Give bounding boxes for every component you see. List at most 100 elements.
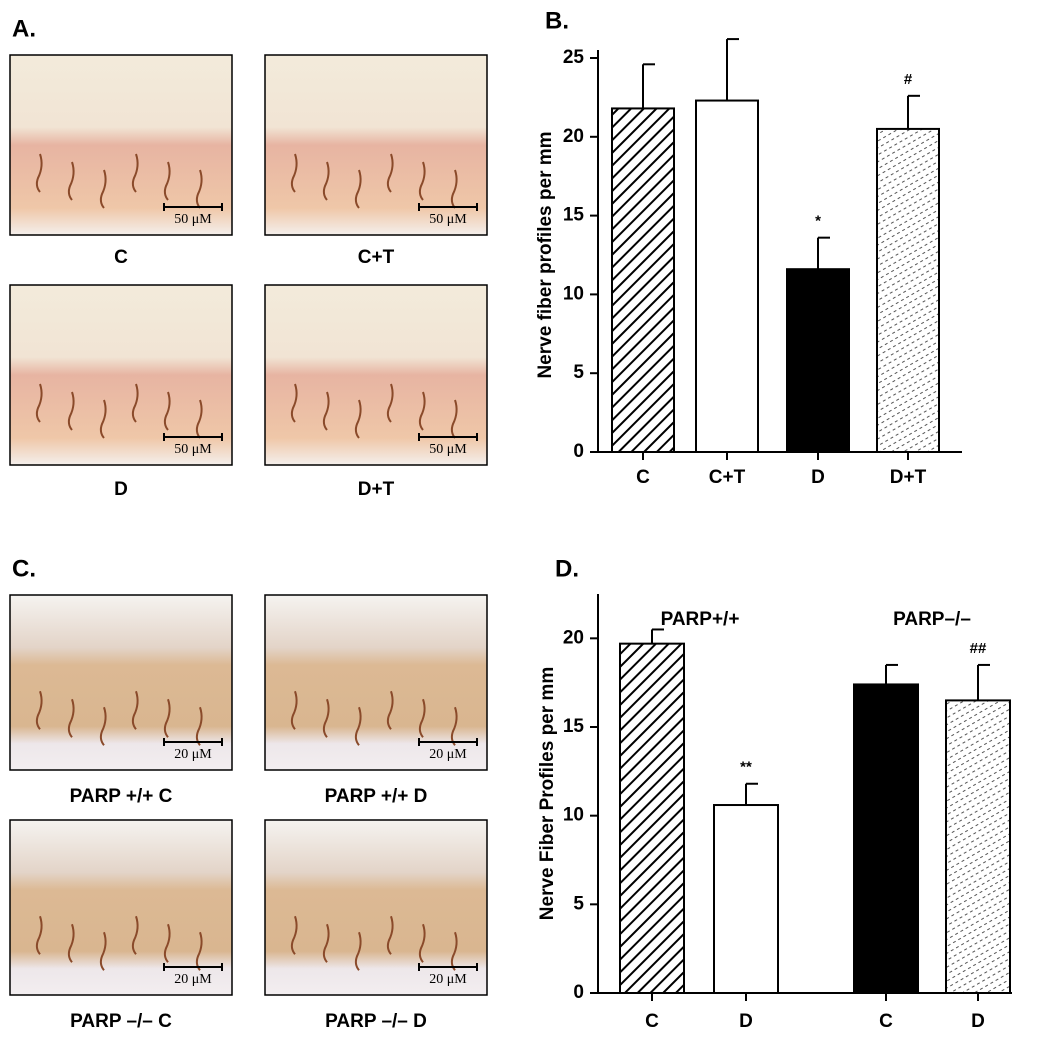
- nerve-fiber: [290, 915, 298, 955]
- x-tick-label: D: [739, 1011, 753, 1032]
- nerve-fiber: [290, 690, 298, 730]
- nerve-fiber: [67, 698, 75, 738]
- x-tick-label: C: [879, 1011, 893, 1032]
- x-tick-label: D: [971, 1011, 985, 1032]
- nerve-fiber: [354, 169, 362, 209]
- nerve-fiber: [418, 391, 426, 431]
- nerve-fiber: [322, 161, 330, 201]
- y-tick-label: 15: [563, 716, 585, 737]
- nerve-fiber: [131, 153, 139, 193]
- image-caption: PARP –/– C: [70, 1011, 172, 1032]
- nerve-fiber: [67, 923, 75, 963]
- nerve-fiber: [99, 169, 107, 209]
- nerve-fiber: [322, 923, 330, 963]
- nerve-fiber: [418, 698, 426, 738]
- scale-bar-label: 20 μM: [429, 747, 467, 762]
- bar: [619, 642, 685, 994]
- significance-mark: ##: [970, 640, 987, 657]
- bar: [611, 107, 675, 453]
- y-tick-label: 10: [563, 805, 584, 826]
- group-label: PARP+/+: [661, 609, 740, 630]
- bar: [786, 268, 850, 453]
- scale-bar-label: 20 μM: [174, 972, 212, 987]
- bar: [713, 804, 779, 994]
- image-caption: PARP +/+ C: [70, 786, 173, 807]
- nerve-fiber: [386, 690, 394, 730]
- x-tick-label: D+T: [890, 467, 927, 488]
- nerve-fiber: [131, 690, 139, 730]
- y-tick-label: 20: [563, 627, 584, 648]
- y-tick-label: 15: [563, 205, 585, 226]
- image-caption: C+T: [358, 247, 395, 268]
- nerve-fiber: [418, 923, 426, 963]
- nerve-fiber: [163, 923, 171, 963]
- nerve-fiber: [67, 391, 75, 431]
- nerve-fiber: [131, 915, 139, 955]
- y-axis-label: Nerve fiber profiles per mm: [535, 131, 556, 378]
- image-caption: PARP –/– D: [325, 1011, 427, 1032]
- nerve-fiber: [322, 698, 330, 738]
- y-tick-label: 0: [573, 982, 584, 1003]
- micrograph: [264, 284, 488, 466]
- bar: [945, 699, 1011, 995]
- image-caption: D: [114, 479, 128, 500]
- y-tick-label: 0: [573, 441, 584, 462]
- nerve-fiber: [163, 161, 171, 201]
- bar: [876, 127, 940, 453]
- nerve-fiber: [35, 383, 43, 423]
- nerve-fiber: [290, 383, 298, 423]
- y-tick-label: 5: [573, 893, 584, 914]
- panel-label: B.: [545, 7, 569, 34]
- micrograph: [264, 54, 488, 236]
- nerve-fiber: [450, 169, 458, 209]
- nerve-fiber: [131, 383, 139, 423]
- image-caption: PARP +/+ D: [325, 786, 428, 807]
- nerve-fiber: [322, 391, 330, 431]
- nerve-fiber: [195, 169, 203, 209]
- micrograph: [264, 819, 488, 996]
- nerve-fiber: [450, 399, 458, 439]
- scale-bar-label: 20 μM: [429, 972, 467, 987]
- significance-mark: #: [904, 71, 913, 88]
- y-tick-label: 25: [563, 47, 585, 68]
- image-caption: C: [114, 247, 128, 268]
- bar: [695, 99, 759, 453]
- nerve-fiber: [67, 161, 75, 201]
- micrograph: [9, 819, 233, 996]
- image-caption: D+T: [358, 479, 395, 500]
- y-tick-label: 5: [573, 362, 584, 383]
- micrograph: [9, 54, 233, 236]
- panel-label: C.: [12, 555, 36, 582]
- nerve-fiber: [386, 153, 394, 193]
- scale-bar-label: 50 μM: [174, 212, 212, 227]
- micrograph: [9, 594, 233, 771]
- group-label: PARP–/–: [893, 609, 971, 630]
- scale-bar-label: 50 μM: [174, 442, 212, 457]
- nerve-fiber: [386, 915, 394, 955]
- nerve-fiber: [163, 698, 171, 738]
- nerve-fiber: [35, 915, 43, 955]
- nerve-fiber: [99, 399, 107, 439]
- nerve-fiber: [195, 399, 203, 439]
- y-axis-label: Nerve Fiber Profiles per mm: [537, 667, 558, 920]
- nerve-fiber: [354, 706, 362, 746]
- nerve-fiber: [99, 931, 107, 971]
- significance-mark: *: [815, 213, 821, 230]
- panel-label: A.: [12, 15, 36, 42]
- nerve-fiber: [418, 161, 426, 201]
- nerve-fiber: [163, 391, 171, 431]
- x-tick-label: C: [636, 467, 650, 488]
- scale-bar-label: 20 μM: [174, 747, 212, 762]
- nerve-fiber: [386, 383, 394, 423]
- x-tick-label: D: [811, 467, 825, 488]
- x-tick-label: C: [645, 1011, 659, 1032]
- bar: [853, 683, 919, 994]
- scale-bar-label: 50 μM: [429, 442, 467, 457]
- y-tick-label: 20: [563, 126, 584, 147]
- x-tick-label: C+T: [709, 467, 746, 488]
- nerve-fiber: [354, 399, 362, 439]
- y-tick-label: 10: [563, 283, 584, 304]
- micrograph: [9, 284, 233, 466]
